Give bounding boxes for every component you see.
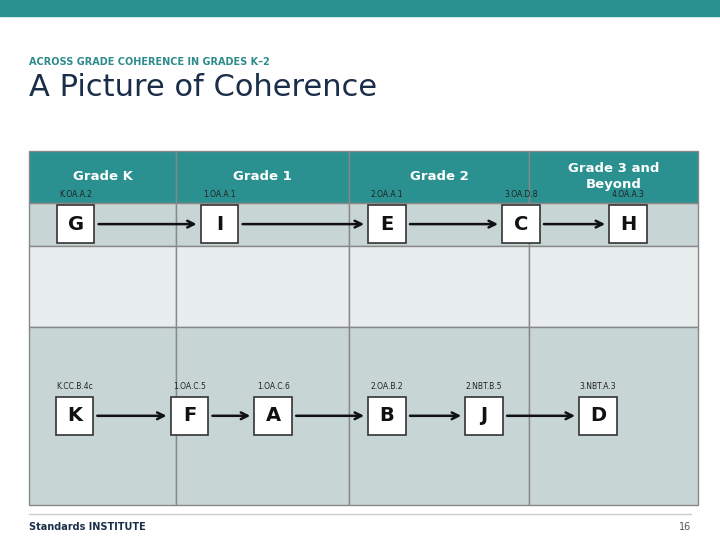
Bar: [349, 327, 529, 505]
Text: D: D: [590, 406, 606, 426]
Text: Standards INSTITUTE: Standards INSTITUTE: [29, 522, 145, 532]
Text: 1.OA.A.1: 1.OA.A.1: [203, 190, 236, 199]
Text: K: K: [67, 406, 82, 426]
Bar: [176, 327, 349, 505]
FancyBboxPatch shape: [609, 205, 647, 243]
FancyBboxPatch shape: [171, 397, 208, 435]
FancyBboxPatch shape: [57, 205, 94, 243]
Text: 1.OA.C.6: 1.OA.C.6: [257, 382, 289, 390]
Bar: [529, 151, 698, 202]
FancyBboxPatch shape: [369, 397, 406, 435]
Text: K.CC.B.4c: K.CC.B.4c: [56, 382, 93, 390]
Text: H: H: [620, 214, 636, 234]
Text: 4.OA.A.3: 4.OA.A.3: [612, 190, 644, 199]
FancyBboxPatch shape: [503, 205, 540, 243]
Bar: [0, 0, 720, 16]
Bar: [29, 327, 176, 505]
Text: E: E: [380, 214, 394, 234]
FancyBboxPatch shape: [369, 205, 406, 243]
Text: Grade 3 and
Beyond: Grade 3 and Beyond: [568, 163, 660, 191]
Bar: [349, 246, 529, 327]
Bar: [349, 202, 529, 246]
Bar: [176, 202, 349, 246]
Text: 1.OA.C.5: 1.OA.C.5: [173, 382, 206, 390]
Text: ACROSS GRADE COHERENCE IN GRADES K–2: ACROSS GRADE COHERENCE IN GRADES K–2: [29, 57, 269, 67]
Text: 2.OA.A.1: 2.OA.A.1: [371, 190, 403, 199]
Bar: [29, 151, 176, 202]
Text: 2.NBT.B.5: 2.NBT.B.5: [466, 382, 503, 390]
Text: 16: 16: [679, 522, 691, 532]
FancyBboxPatch shape: [254, 397, 292, 435]
Text: A: A: [266, 406, 281, 426]
Bar: [529, 202, 698, 246]
Text: Grade 2: Grade 2: [410, 170, 469, 184]
Text: Grade K: Grade K: [73, 170, 132, 184]
FancyBboxPatch shape: [201, 205, 238, 243]
Text: 3.NBT.A.3: 3.NBT.A.3: [580, 382, 616, 390]
Bar: [529, 327, 698, 505]
Text: I: I: [216, 214, 223, 234]
Text: K.OA.A.2: K.OA.A.2: [59, 190, 92, 199]
FancyBboxPatch shape: [579, 397, 617, 435]
Text: C: C: [514, 214, 528, 234]
Text: F: F: [183, 406, 196, 426]
Bar: [29, 202, 176, 246]
Bar: [349, 151, 529, 202]
Bar: [29, 246, 176, 327]
FancyBboxPatch shape: [55, 397, 93, 435]
FancyBboxPatch shape: [465, 397, 503, 435]
Text: J: J: [480, 406, 487, 426]
Text: 3.OA.D.8: 3.OA.D.8: [504, 190, 538, 199]
Text: G: G: [68, 214, 84, 234]
Text: Grade 1: Grade 1: [233, 170, 292, 184]
Bar: [176, 246, 349, 327]
Bar: [176, 151, 349, 202]
Bar: [529, 246, 698, 327]
Text: B: B: [379, 406, 395, 426]
Text: A Picture of Coherence: A Picture of Coherence: [29, 73, 377, 102]
Text: 2.OA.B.2: 2.OA.B.2: [371, 382, 403, 390]
